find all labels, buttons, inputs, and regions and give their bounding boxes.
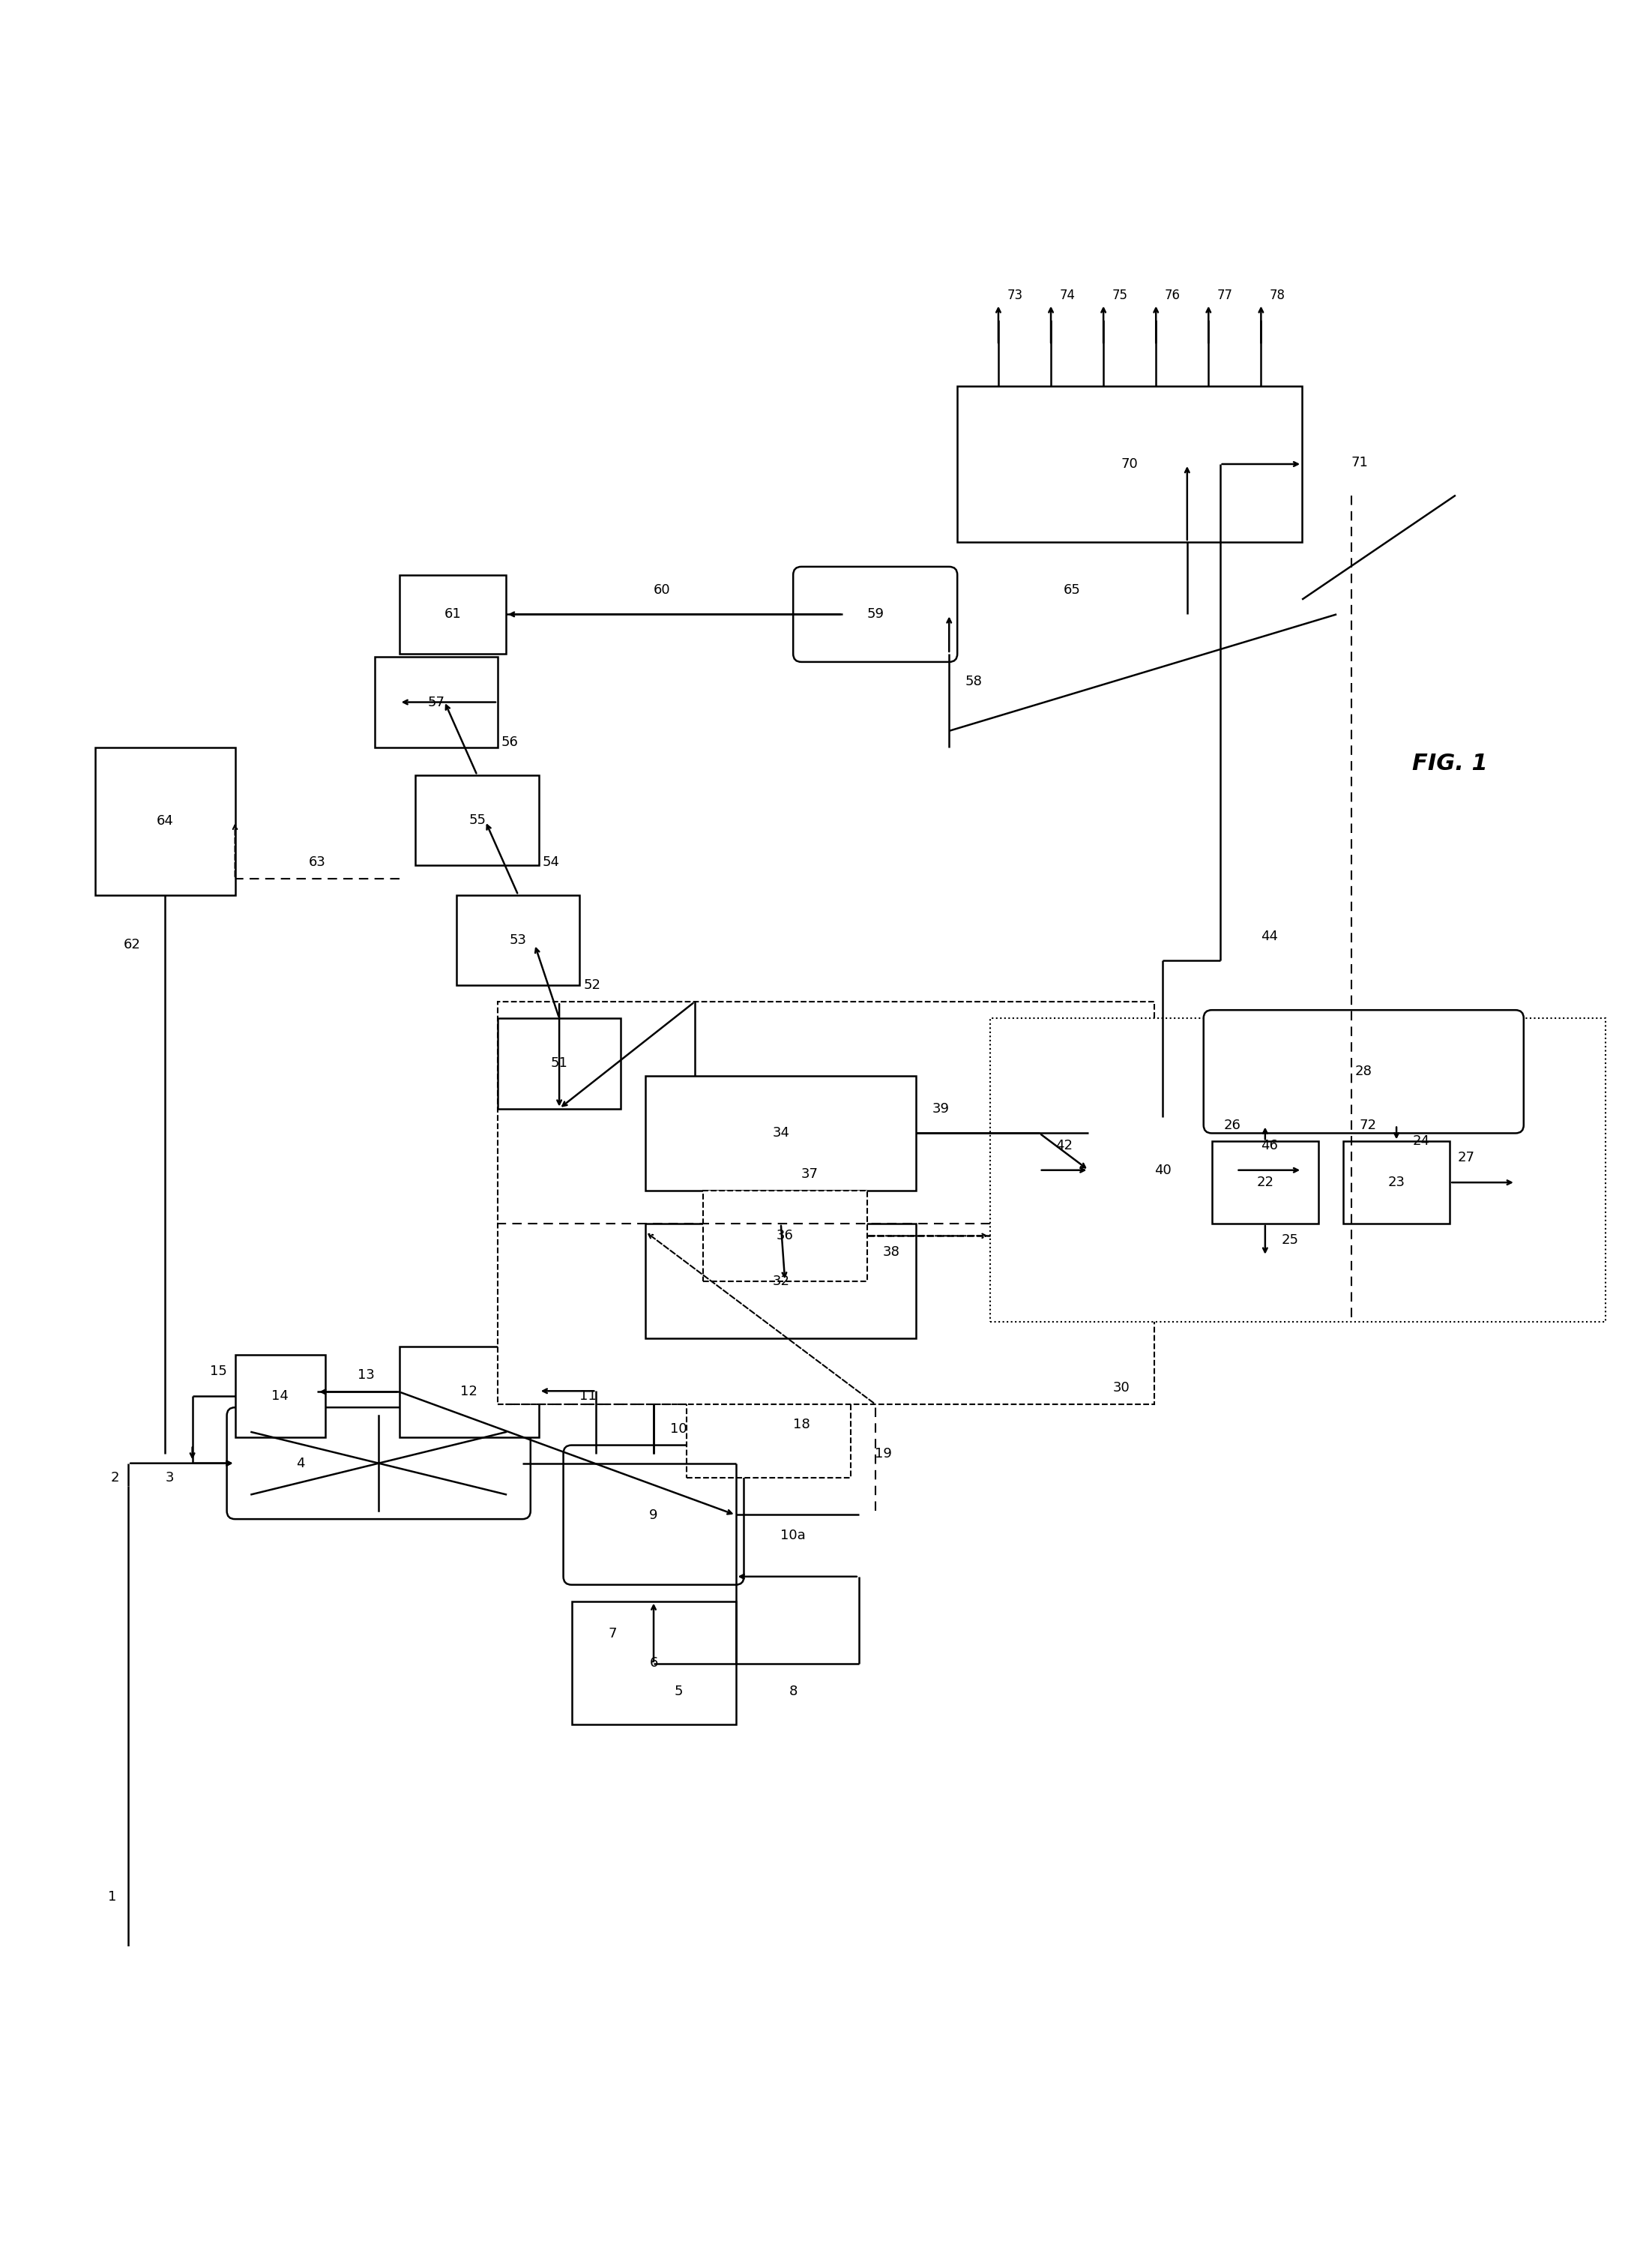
Text: 5: 5 [674,1685,682,1699]
FancyBboxPatch shape [1089,1116,1236,1224]
Text: 3: 3 [165,1472,173,1485]
Text: 71: 71 [1351,457,1368,470]
Text: 64: 64 [157,814,173,828]
FancyBboxPatch shape [646,1224,917,1339]
Text: 55: 55 [469,814,486,828]
Text: 72: 72 [1360,1118,1376,1132]
Text: 10: 10 [669,1422,687,1436]
Text: 14: 14 [271,1388,289,1402]
Text: 70: 70 [1122,457,1138,470]
Text: 78: 78 [1270,288,1285,302]
Text: 44: 44 [1260,929,1279,943]
Text: 2: 2 [111,1472,119,1485]
Text: 56: 56 [502,736,519,749]
FancyBboxPatch shape [497,1019,621,1109]
Text: 26: 26 [1224,1118,1241,1132]
FancyBboxPatch shape [572,1602,735,1724]
Text: 13: 13 [358,1368,375,1382]
Text: 12: 12 [461,1386,477,1400]
Text: 8: 8 [790,1685,798,1699]
FancyBboxPatch shape [375,657,497,747]
FancyBboxPatch shape [957,387,1302,542]
Text: 37: 37 [801,1168,818,1181]
Text: 63: 63 [309,855,325,869]
Text: 24: 24 [1412,1134,1429,1148]
Text: 4: 4 [296,1456,306,1469]
Text: 32: 32 [771,1273,790,1287]
FancyBboxPatch shape [1343,1141,1450,1224]
FancyBboxPatch shape [96,747,235,896]
Text: 60: 60 [653,583,671,596]
FancyBboxPatch shape [1204,1010,1523,1134]
Text: 9: 9 [649,1508,657,1521]
Text: 27: 27 [1457,1152,1475,1166]
Text: 10a: 10a [780,1528,806,1541]
Text: 25: 25 [1282,1233,1298,1247]
FancyBboxPatch shape [793,567,957,661]
Text: 42: 42 [1056,1138,1072,1152]
Text: 34: 34 [771,1127,790,1141]
Text: 54: 54 [542,855,560,869]
Text: 28: 28 [1355,1064,1373,1078]
Text: 39: 39 [932,1102,950,1116]
Text: 77: 77 [1218,288,1232,302]
Text: 23: 23 [1388,1177,1406,1190]
FancyBboxPatch shape [456,896,580,986]
FancyBboxPatch shape [990,1019,1606,1323]
Text: 76: 76 [1165,288,1180,302]
FancyBboxPatch shape [400,1348,539,1438]
Text: 36: 36 [776,1228,793,1242]
FancyBboxPatch shape [702,1190,867,1280]
FancyBboxPatch shape [687,1370,851,1478]
Text: 73: 73 [1006,288,1023,302]
Text: 75: 75 [1112,288,1128,302]
Text: 61: 61 [444,608,461,621]
Text: 65: 65 [1064,583,1080,596]
Text: 58: 58 [965,675,983,688]
Text: 40: 40 [1155,1163,1171,1177]
Text: 51: 51 [550,1058,568,1071]
FancyBboxPatch shape [400,576,506,655]
Text: 53: 53 [509,934,527,947]
Text: 1: 1 [107,1890,116,1903]
Text: 62: 62 [124,938,140,952]
Text: 15: 15 [210,1364,228,1377]
FancyBboxPatch shape [235,1354,325,1438]
Text: 19: 19 [876,1447,892,1460]
Text: 59: 59 [867,608,884,621]
Text: 74: 74 [1059,288,1075,302]
FancyBboxPatch shape [416,776,539,866]
FancyBboxPatch shape [563,1444,743,1584]
Text: 11: 11 [580,1388,596,1402]
Text: 57: 57 [428,695,444,709]
Text: 46: 46 [1260,1138,1277,1152]
Text: 7: 7 [608,1627,616,1640]
Text: 22: 22 [1257,1177,1274,1190]
Text: 6: 6 [649,1656,657,1669]
Text: 38: 38 [884,1246,900,1260]
Text: FIG. 1: FIG. 1 [1412,754,1487,774]
Text: 30: 30 [1113,1382,1130,1395]
Text: 52: 52 [583,979,601,992]
Text: 18: 18 [793,1418,809,1431]
FancyBboxPatch shape [497,1001,1155,1404]
FancyBboxPatch shape [646,1075,917,1190]
FancyBboxPatch shape [226,1408,530,1519]
FancyBboxPatch shape [1213,1141,1318,1224]
